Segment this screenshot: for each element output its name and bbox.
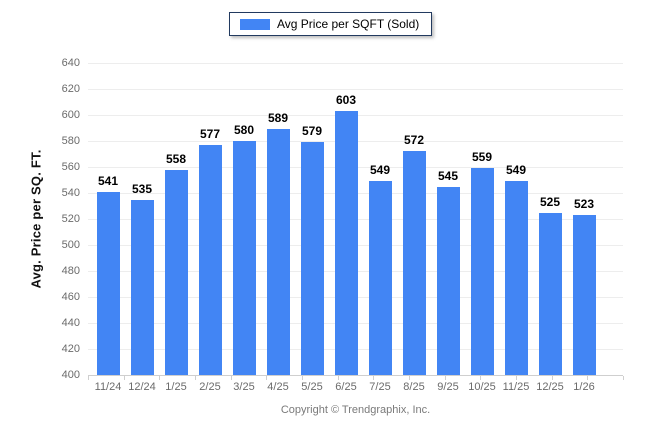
y-tick-label-640: 640: [61, 57, 80, 69]
x-tick-label-1/25: 1/25: [165, 381, 187, 393]
bar-9/25[interactable]: [436, 186, 460, 375]
x-tick-label-11/25: 11/25: [502, 381, 530, 393]
x-tick-label-8/25: 8/25: [403, 381, 425, 393]
bar-value-label: 541: [97, 173, 119, 188]
bar-value-label: 580: [233, 123, 255, 137]
y-tick-label-440: 440: [61, 317, 80, 329]
bar-value-label: 603: [335, 93, 357, 108]
x-axis-category-labels: 11/24 12/24 1/25 2/25 3/25 4/25 5/25 6/25 7/25 8/…: [91, 381, 601, 393]
bar-value-label: 535: [131, 181, 153, 196]
bar-slot: 603: [329, 63, 363, 375]
bar-value-label: 523: [573, 197, 595, 212]
x-axis-tick: [444, 376, 446, 380]
bar-slot: 580: [227, 63, 261, 375]
x-axis-line: [88, 375, 623, 376]
bar-slot: 559: [465, 63, 499, 375]
x-axis-tick: [337, 376, 339, 380]
bar-3/25[interactable]: [232, 141, 256, 375]
bar-slot: 525: [533, 63, 567, 375]
bar-slot: 549: [499, 63, 533, 375]
bar-value-label: 577: [199, 126, 221, 141]
bar-1/26[interactable]: [572, 215, 596, 375]
bar-slot: 523: [567, 63, 601, 375]
bar-1/25[interactable]: [164, 169, 188, 375]
bar-value-label: 549: [369, 163, 391, 178]
x-axis-tick: [409, 376, 410, 380]
bar-10/25[interactable]: [470, 168, 494, 375]
x-axis-tick: [195, 376, 196, 380]
copyright-text: Copyright © Trendgraphix, Inc.: [280, 404, 431, 416]
bar-value-label: 572: [403, 133, 425, 148]
bar-value-label: 559: [471, 150, 493, 165]
bar-slot: 572: [397, 63, 431, 375]
bar-value-label: 525: [539, 194, 561, 209]
legend-label: Avg Price per SQFT (Sold): [277, 17, 420, 31]
x-tick-label-11/24: 11/24: [94, 381, 122, 393]
bar-5/25[interactable]: [300, 142, 324, 375]
bar-slot: 577: [193, 63, 227, 375]
y-tick-label-480: 480: [61, 265, 80, 277]
y-tick-label-500: 500: [61, 239, 80, 251]
bar-11/24[interactable]: [96, 191, 120, 375]
x-axis-tick: [373, 376, 375, 380]
bar-slot: 589: [261, 63, 295, 375]
bar-series: 541 535 558 577 580 589 579 603 549 572 545 559 549 5…: [91, 63, 601, 375]
x-axis-tick: [480, 376, 482, 380]
y-tick-label-600: 600: [61, 109, 80, 121]
bar-slot: 558: [159, 63, 193, 375]
x-axis-tick: [551, 376, 553, 380]
x-axis-tick: [302, 376, 303, 380]
x-axis-tick: [159, 376, 161, 380]
x-axis-tick: [587, 376, 589, 380]
bar-value-label: 558: [165, 151, 187, 166]
y-tick-label-540: 540: [61, 187, 80, 199]
bar-11/25[interactable]: [504, 181, 528, 375]
x-axis-tick: [230, 376, 232, 380]
x-tick-label-4/25: 4/25: [267, 381, 289, 393]
legend[interactable]: Avg Price per SQFT (Sold): [229, 12, 433, 36]
bar-slot: 535: [125, 63, 159, 375]
y-tick-label-460: 460: [61, 291, 80, 303]
x-tick-label-3/25: 3/25: [233, 381, 255, 393]
x-tick-label-6/25: 6/25: [335, 381, 357, 393]
y-tick-label-400: 400: [61, 369, 80, 381]
bar-8/25[interactable]: [402, 151, 426, 375]
x-tick-label-9/25: 9/25: [437, 381, 459, 393]
bar-slot: 549: [363, 63, 397, 375]
y-tick-label-420: 420: [61, 343, 80, 355]
bar-2/25[interactable]: [198, 144, 222, 375]
y-tick-label-560: 560: [61, 161, 80, 173]
x-tick-label-1/26: 1/26: [573, 381, 595, 393]
legend-swatch-icon: [240, 18, 270, 30]
bar-slot: 545: [431, 63, 465, 375]
x-tick-label-7/25: 7/25: [369, 381, 391, 393]
x-axis-tick: [123, 376, 125, 380]
bar-value-label: 545: [437, 168, 459, 183]
x-axis-tick: [516, 376, 517, 380]
bar-value-label: 549: [505, 163, 527, 178]
bar-6/25[interactable]: [334, 111, 358, 375]
bar-value-label: 579: [301, 124, 323, 139]
bar-12/25[interactable]: [538, 212, 562, 375]
bar-4/25[interactable]: [266, 129, 290, 375]
x-tick-label-2/25: 2/25: [199, 381, 221, 393]
x-tick-label-5/25: 5/25: [301, 381, 323, 393]
bar-12/24[interactable]: [130, 199, 154, 375]
gridline-620: [88, 89, 623, 90]
x-tick-label-12/24: 12/24: [128, 381, 156, 393]
gridline-640: [88, 63, 623, 64]
x-axis-tick: [266, 376, 268, 380]
x-axis-tick: [623, 376, 624, 380]
y-tick-label-520: 520: [61, 213, 80, 225]
bar-slot: 579: [295, 63, 329, 375]
bar-value-label: 589: [267, 111, 289, 126]
x-axis-tick: [88, 376, 89, 380]
bar-7/25[interactable]: [368, 181, 392, 375]
x-tick-label-12/25: 12/25: [536, 381, 564, 393]
y-tick-label-580: 580: [61, 135, 80, 147]
bar-slot: 541: [91, 63, 125, 375]
y-tick-label-620: 620: [61, 83, 80, 95]
x-tick-label-10/25: 10/25: [468, 381, 496, 393]
